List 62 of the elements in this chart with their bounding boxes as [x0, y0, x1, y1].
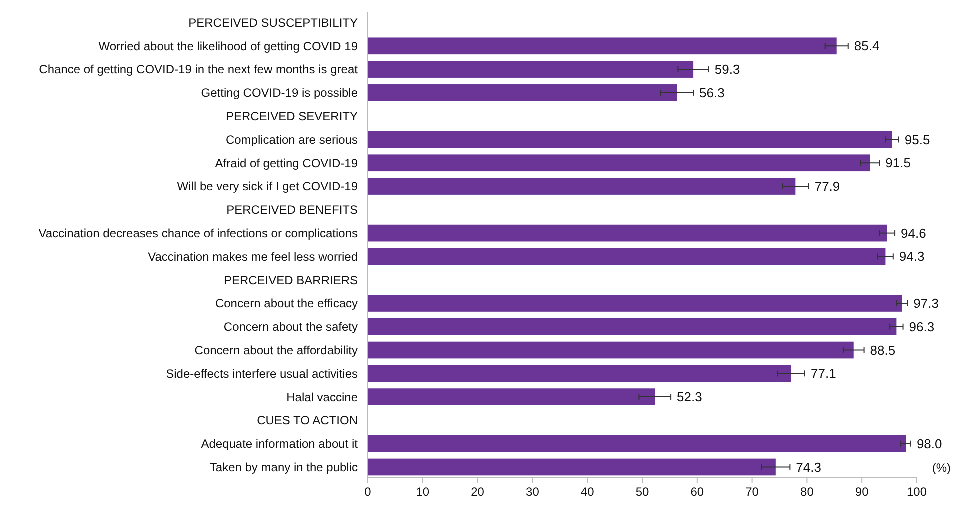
x-tick-label: 20 [471, 485, 485, 499]
x-tick-label: 0 [364, 485, 372, 499]
data-label: 59.3 [714, 62, 740, 78]
y-tick-label: Side-effects interfere usual activities [166, 366, 358, 381]
y-tick-label: CUES TO ACTION [257, 414, 358, 428]
x-tick-label: 60 [690, 485, 704, 499]
x-tick-label: 90 [855, 485, 870, 499]
x-tick-label: 50 [636, 485, 650, 499]
y-tick-label: Getting COVID-19 is possible [201, 86, 358, 100]
y-tick-label: Vaccination decreases chance of infections or complications [38, 226, 358, 241]
y-tick-label: Halal vaccine [286, 390, 358, 404]
x-tick-label: 100 [906, 485, 928, 499]
x-tick-label: 10 [416, 485, 430, 499]
y-tick-label: PERCEIVED SUSCEPTIBILITY [188, 16, 358, 30]
bar [368, 342, 854, 359]
y-tick-label: Vaccination makes me feel less worried [148, 250, 358, 264]
y-tick-label: Concern about the efficacy [215, 296, 358, 311]
x-tick-label: 40 [580, 485, 595, 499]
data-label: 91.5 [886, 156, 911, 171]
bar [368, 365, 792, 382]
y-tick-label: PERCEIVED BENEFITS [226, 203, 358, 218]
x-axis-title: (%) [932, 461, 951, 475]
bar [368, 295, 902, 312]
bar [368, 154, 870, 172]
data-label: 94.6 [901, 226, 926, 241]
x-tick-label: 80 [800, 485, 814, 499]
y-tick-label: Worried about the likelihood of getting COVID 19 [98, 39, 358, 54]
bar [368, 458, 776, 476]
bar [368, 178, 796, 195]
y-tick-label: Adequate information about it [201, 437, 359, 452]
bar [368, 131, 892, 148]
data-label: 95.5 [904, 132, 930, 148]
data-label: 77.9 [814, 179, 840, 194]
bar [368, 38, 837, 55]
bar [368, 318, 897, 336]
y-tick-label: Concern about the safety [224, 320, 358, 334]
bar [368, 435, 906, 452]
data-label: 98.0 [916, 436, 942, 452]
data-label: 88.5 [870, 342, 896, 358]
y-tick-label: PERCEIVED SEVERITY [226, 110, 358, 124]
data-label: 97.3 [914, 296, 939, 312]
bar [368, 224, 888, 242]
data-label: 85.4 [854, 38, 880, 54]
x-tick-label: 70 [746, 485, 760, 499]
data-label: 94.3 [899, 249, 925, 264]
x-tick-label: 30 [526, 485, 540, 499]
y-tick-label: Chance of getting COVID-19 in the next few months is great [39, 62, 359, 77]
data-label: 96.3 [909, 319, 935, 334]
data-label: 74.3 [796, 460, 822, 475]
y-tick-label: Taken by many in the public [210, 460, 358, 474]
data-label: 77.1 [811, 366, 836, 382]
bar [368, 248, 886, 266]
data-label: 56.3 [700, 85, 725, 100]
y-tick-label: PERCEIVED BARRIERS [224, 273, 358, 288]
y-tick-label: Afraid of getting COVID-19 [215, 156, 358, 170]
bar [368, 388, 656, 406]
bar [368, 84, 678, 102]
y-tick-label: Concern about the affordability [194, 343, 358, 358]
data-label: 52.3 [677, 390, 702, 405]
y-tick-label: Will be very sick if I get COVID-19 [177, 180, 358, 194]
bar [368, 61, 694, 78]
y-tick-label: Complication are serious [226, 132, 358, 147]
